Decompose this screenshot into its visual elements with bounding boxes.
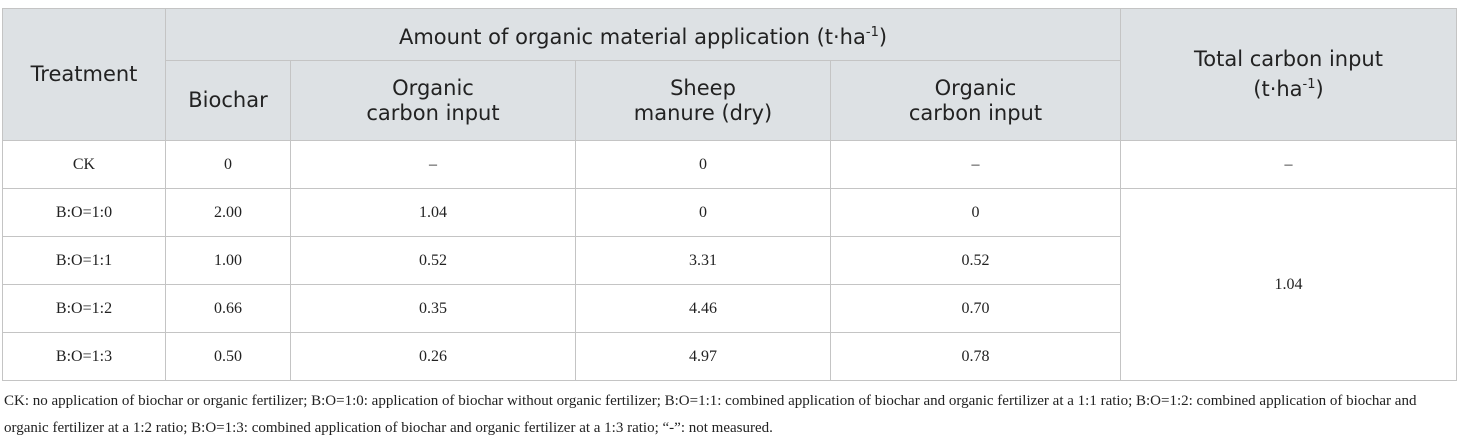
cell: 0.52	[830, 236, 1121, 285]
row-label: B:O=1:0	[2, 188, 166, 237]
cell: 4.46	[575, 284, 831, 333]
cell: 4.97	[575, 332, 831, 381]
row-label: B:O=1:3	[2, 332, 166, 381]
header-text: carbon input	[908, 100, 1043, 125]
row-label: B:O=1:2	[2, 284, 166, 333]
cell: 2.00	[165, 188, 291, 237]
column-header: Organic carbon input	[830, 60, 1121, 141]
header-text: Sheep	[670, 75, 736, 100]
header-text: Amount of organic material application (…	[398, 24, 866, 49]
column-header: Biochar	[165, 60, 291, 141]
table-row: B:O=1:0 2.00 1.04 0 0 1.04	[2, 188, 1457, 381]
header-treatment: Treatment	[2, 8, 166, 141]
header-total: Total carbon input (t·ha-1)	[1120, 8, 1457, 141]
header-text: Organic	[934, 75, 1017, 100]
cell: 3.31	[575, 236, 831, 285]
footnote: CK: no application of biochar or organic…	[4, 393, 1417, 436]
cell: 0	[575, 188, 831, 237]
cell: 0.66	[165, 284, 291, 333]
header-text: Biochar	[188, 88, 268, 112]
cell: 0.35	[290, 284, 576, 333]
column-header: Sheep manure (dry)	[575, 60, 831, 141]
cell: –	[1120, 140, 1457, 189]
cell: 0	[830, 188, 1121, 237]
cell: 0	[575, 140, 831, 189]
header-text: )	[878, 24, 888, 49]
row-label: B:O=1:1	[2, 236, 166, 285]
cell: 0.26	[290, 332, 576, 381]
header-text: carbon input	[366, 100, 500, 125]
cell: 0.50	[165, 332, 291, 381]
header-text: Organic	[392, 75, 474, 100]
cell: 0.70	[830, 284, 1121, 333]
header-text: manure (dry)	[633, 100, 773, 125]
cell: –	[830, 140, 1121, 189]
cell: –	[290, 140, 576, 189]
column-header: Organic carbon input	[290, 60, 576, 141]
header-text: Total carbon input	[1194, 47, 1383, 71]
cell: 0.52	[290, 236, 576, 285]
row-label: CK	[2, 140, 166, 189]
header-sup: -1	[865, 24, 879, 40]
cell: 0	[165, 140, 291, 189]
header-text: (t·ha	[1253, 77, 1303, 101]
cell: 1.04	[290, 188, 576, 237]
cell: 1.04	[1120, 188, 1457, 381]
header-text: )	[1315, 77, 1324, 101]
table-row: B:O=1:2 0.66 0.35 4.46 0.70	[2, 284, 1457, 333]
cell: 0.78	[830, 332, 1121, 381]
table-row: B:O=1:1 1.00 0.52 3.31 0.52	[2, 236, 1457, 285]
cell: 1.00	[165, 236, 291, 285]
data-table: Treatment Amount of organic material app…	[2, 8, 1457, 381]
header-group: Amount of organic material application (…	[165, 8, 1121, 61]
table-row: B:O=1:3 0.50 0.26 4.97 0.78	[2, 332, 1457, 381]
header-sup: -1	[1302, 77, 1316, 92]
table-row: CK 0–0– –	[2, 140, 1457, 189]
